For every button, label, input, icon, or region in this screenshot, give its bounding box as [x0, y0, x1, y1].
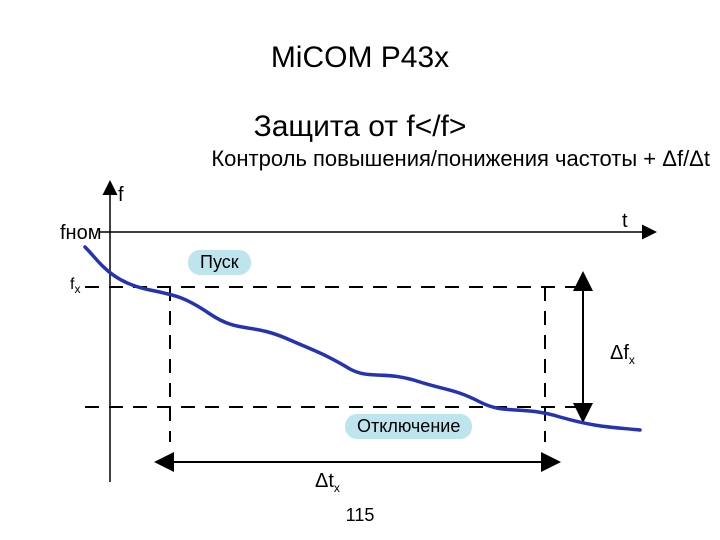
title-line2: Защита от f</f> [254, 110, 467, 143]
title-line1: MiCOM P43x [271, 41, 449, 74]
f-x-label: fx [70, 276, 80, 296]
delta-t-x-label: Δtx [315, 470, 340, 495]
page-title: MiCOM P43x Защита от f</f> [0, 0, 720, 144]
frequency-diagram: f t fном fx Δfx Δtx Пуск Отключение [0, 172, 720, 540]
y-axis-label: f [118, 184, 124, 207]
page-subtitle: Контроль повышения/понижения частоты + Δ… [0, 146, 720, 172]
f-nom-label: fном [60, 222, 101, 245]
x-axis-label: t [622, 210, 628, 233]
start-badge: Пуск [188, 250, 251, 275]
trip-badge: Отключение [345, 414, 472, 439]
delta-f-x-label: Δfx [610, 342, 635, 367]
page-number: 115 [0, 505, 720, 526]
